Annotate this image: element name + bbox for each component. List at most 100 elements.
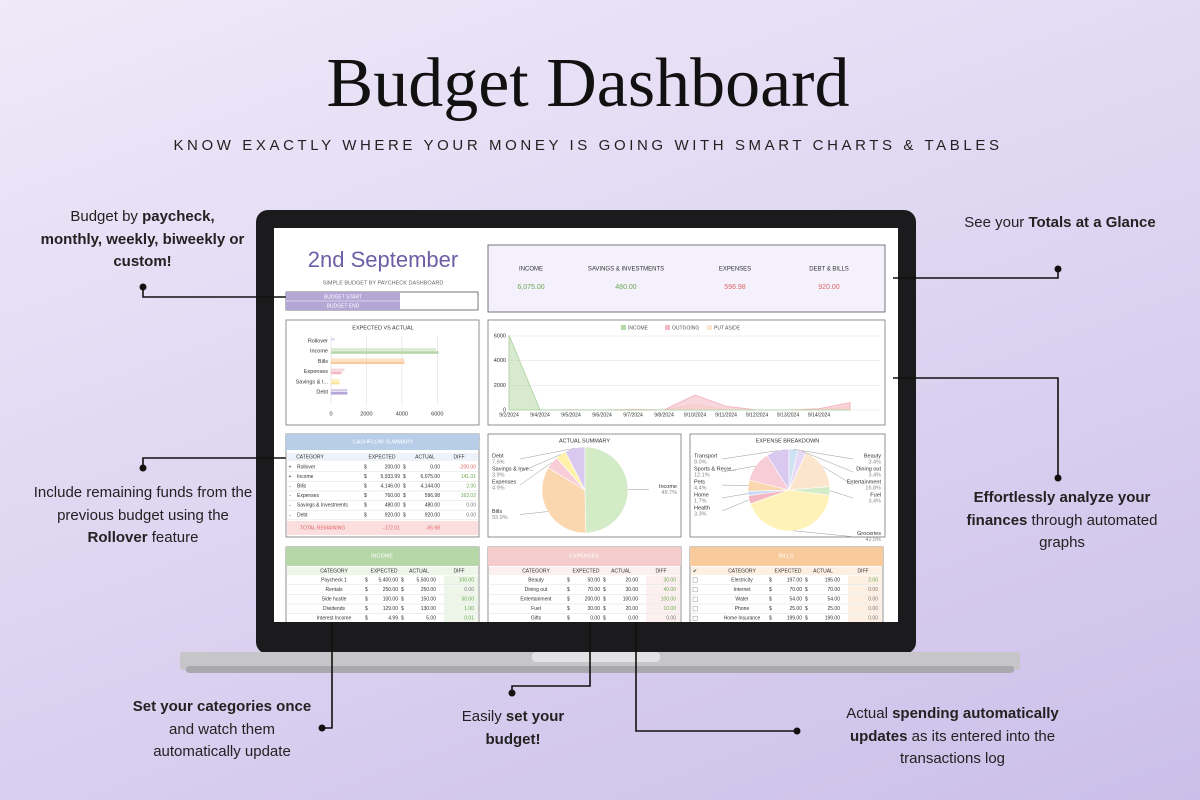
currency: $: [364, 484, 367, 490]
column-header: DIFF: [857, 568, 868, 574]
row-category: Dining out: [525, 587, 548, 593]
total-label: SAVINGS & INVESTMENTS: [588, 267, 664, 273]
dot: [139, 283, 147, 291]
row-diff: 0.00: [868, 616, 878, 622]
legend-label: INCOME: [628, 325, 649, 331]
column-header-bg: [287, 567, 478, 575]
currency: $: [365, 597, 368, 603]
pie-label: Transport: [694, 453, 718, 459]
currency: $: [401, 616, 404, 622]
x-tick-label: 9/8/2024: [654, 412, 674, 418]
row-diff: 100.00: [459, 577, 475, 583]
column-header: ACTUAL: [611, 568, 631, 574]
x-tick-label: 9/7/2024: [623, 412, 643, 418]
pie-value-label: 42.5%: [865, 537, 881, 543]
y-tick-label: Income: [310, 349, 328, 355]
currency: $: [401, 587, 404, 593]
currency: $: [365, 587, 368, 593]
pie-value-label: 3.4%: [868, 459, 881, 465]
x-tick-label: 9/12/2024: [746, 412, 768, 418]
diff-cell-bg: [444, 585, 478, 594]
currency: $: [805, 616, 808, 622]
total-expected: -172.01: [383, 525, 400, 531]
currency: $: [403, 512, 406, 518]
column-header: EXPECTED: [371, 568, 398, 574]
row-category: Fuel: [531, 606, 541, 612]
column-header: CATEGORY: [296, 454, 324, 460]
row-expected: 199.00: [787, 616, 803, 622]
callout-text: See your: [964, 214, 1029, 231]
row-actual: 25.00: [827, 606, 840, 612]
table-title: CASHFLOW SUMMARY: [353, 439, 414, 445]
diff-cell-bg: [646, 575, 680, 585]
connector: [635, 612, 797, 732]
row-expected: 70.00: [587, 587, 600, 593]
row-expected: 200.00: [385, 464, 401, 470]
leader-line: [519, 447, 575, 460]
currency: $: [769, 616, 772, 622]
row-sign: -: [289, 503, 291, 509]
currency: $: [603, 616, 606, 622]
row-diff: 2.00: [868, 577, 878, 583]
leader-line: [829, 490, 854, 499]
leader-line: [721, 450, 778, 460]
row-expected: 54.00: [789, 597, 802, 603]
bar: [331, 378, 340, 382]
row-actual: 100.00: [623, 597, 639, 603]
column-header: EXPECTED: [573, 568, 600, 574]
currency: $: [401, 577, 404, 583]
row-diff: 0.01: [464, 616, 474, 622]
callout: Actual spending automatically updates as…: [820, 703, 1085, 771]
pie-label: Pets: [694, 479, 705, 485]
leader-line: [822, 466, 854, 486]
row-category: Interest Income: [317, 616, 352, 622]
bar: [331, 361, 405, 364]
row-category: Paycheck 1: [321, 577, 347, 583]
table-header: [690, 547, 883, 566]
row-actual: 195.00: [825, 577, 841, 583]
pie-label: Groceries: [857, 531, 881, 537]
callout-bold-text: set your budget!: [485, 708, 565, 748]
row-actual: 30.00: [625, 587, 638, 593]
row-expected: 480.00: [385, 503, 401, 509]
row-actual: 0.00: [430, 464, 440, 470]
diff-cell-bg: [848, 585, 882, 594]
row-expected: 0.00: [590, 616, 600, 622]
diff-cell-bg: [444, 604, 478, 614]
currency: $: [769, 587, 772, 593]
row-category: Electricity: [731, 577, 753, 583]
connector: [893, 377, 1059, 478]
currency: $: [365, 606, 368, 612]
bar: [331, 358, 405, 361]
total-label: INCOME: [519, 267, 543, 273]
diff-cell-bg: [646, 594, 680, 604]
bar: [331, 371, 342, 375]
row-actual: 54.00: [827, 597, 840, 603]
callout-bold-text: Totals at a Glance: [1028, 214, 1156, 231]
callout-text: through automated graphs: [1027, 511, 1158, 552]
leader-line: [801, 450, 854, 473]
callout-text: Actual: [846, 705, 893, 722]
diff-cell-bg: [646, 604, 680, 614]
row-diff: 0.00: [464, 587, 474, 593]
diff-cell-bg: [444, 575, 478, 585]
pie-value-label: 16.8%: [865, 485, 881, 491]
row-category: Savings & Investments: [297, 503, 348, 509]
x-tick-label: 9/14/2024: [808, 412, 830, 418]
currency: $: [567, 577, 570, 583]
checkbox: [692, 606, 698, 612]
row-diff: 0.00: [666, 616, 676, 622]
row-expected: 25.00: [789, 606, 802, 612]
row-category: Rentals: [326, 587, 343, 593]
connector-dots: [139, 265, 1062, 735]
currency: $: [364, 474, 367, 480]
table-title: EXPENSES: [569, 553, 599, 559]
budget-end: BUDGET END: [327, 303, 360, 309]
row-category: Gifts: [531, 616, 542, 622]
x-tick-label: 9/10/2024: [684, 412, 706, 418]
currency: $: [364, 503, 367, 509]
page-subtitle: KNOW EXACTLY WHERE YOUR MONEY IS GOING W…: [173, 137, 1003, 154]
total-label: DEBT & BILLS: [809, 267, 849, 273]
row-diff: 40.00: [663, 587, 676, 593]
callout-text: Include remaining funds from the previou…: [33, 484, 253, 524]
